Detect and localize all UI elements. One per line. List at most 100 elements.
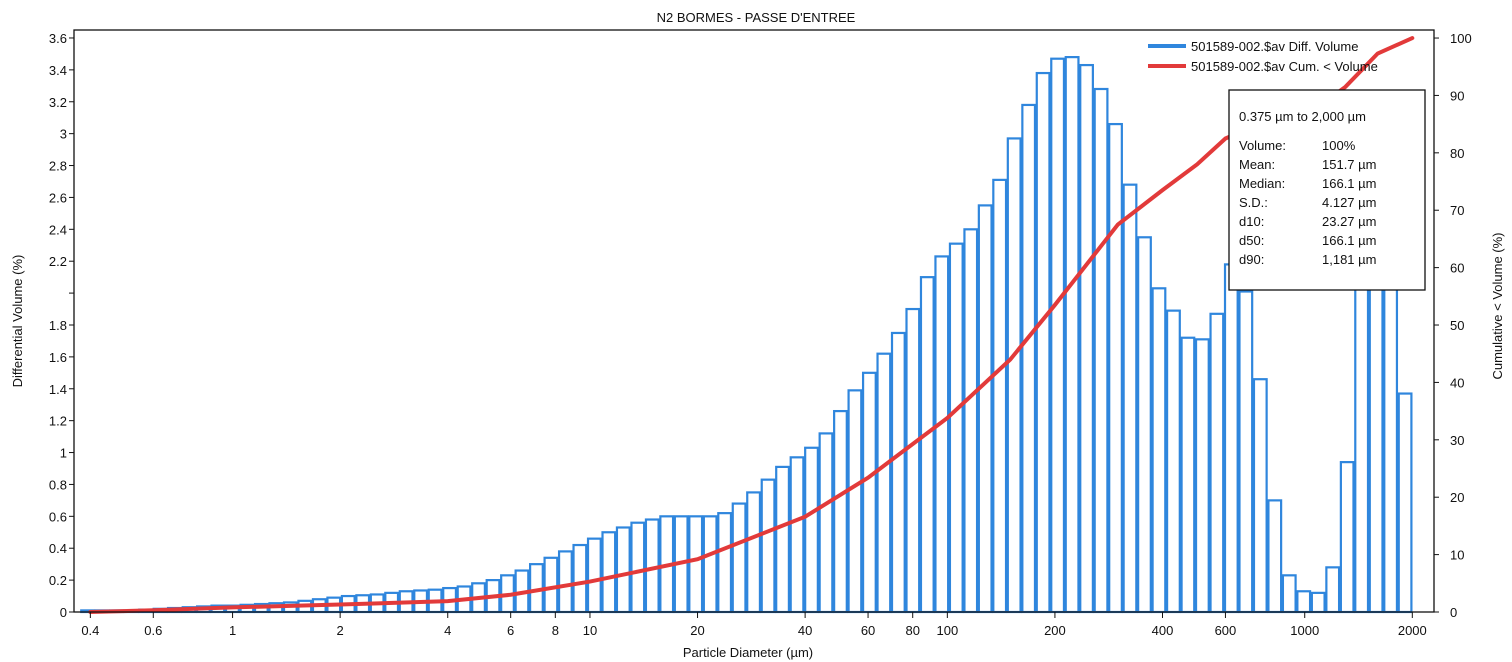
legend-label-diff-volume: 501589-002.$av Diff. Volume (1191, 39, 1358, 54)
y-tick-label: 3 (60, 127, 67, 142)
diff-volume-bar (1252, 378, 1268, 614)
stats-d10-label: d10: (1239, 214, 1264, 229)
x-tick-label: 200 (1044, 623, 1066, 638)
diff-volume-bar (1354, 282, 1370, 614)
diff-volume-bar (977, 204, 993, 614)
chart-title: N2 BORMES - PASSE D'ENTREE (657, 10, 856, 25)
diff-volume-bar (1325, 566, 1341, 614)
diff-volume-bar (992, 178, 1008, 614)
diff-volume-bar (847, 389, 863, 614)
y-tick-label: 2.4 (49, 222, 67, 237)
y2-axis-label: Cumulative < Volume (%) (1490, 232, 1505, 379)
diff-volume-bar (1383, 260, 1399, 614)
diff-volume-bar (543, 556, 559, 614)
y-tick-label: 3.2 (49, 95, 67, 110)
diff-volume-bar (934, 255, 950, 614)
stats-d50-value: 166.1 µm (1322, 233, 1376, 248)
y-tick-label: 1.6 (49, 350, 67, 365)
stats-d90-label: d90: (1239, 252, 1264, 267)
diff-volume-bar (1223, 263, 1239, 614)
stats-volume-label: Volume: (1239, 138, 1286, 153)
y-tick-label: 0.2 (49, 573, 67, 588)
x-tick-label: 1000 (1290, 623, 1319, 638)
diff-volume-bar (919, 276, 935, 614)
x-tick-label: 600 (1215, 623, 1237, 638)
y2-tick-label: 40 (1450, 375, 1464, 390)
x-tick-label: 2 (337, 623, 344, 638)
stats-volume-value: 100% (1322, 138, 1356, 153)
stats-d50-label: d50: (1239, 233, 1264, 248)
x-tick-label: 40 (798, 623, 812, 638)
diff-volume-bar (1108, 122, 1123, 614)
x-axis: 0.4 0.6 1 2 4 6 8 10 20 40 60 80 100 200 400 600 1000 200… (81, 612, 1427, 638)
x-axis-label: Particle Diameter (µm) (683, 645, 813, 660)
diff-volume-bar (876, 352, 892, 614)
diff-volume-bar (572, 543, 588, 614)
diff-volume-bar (1151, 287, 1167, 614)
stats-box-frame (1228, 89, 1426, 291)
diff-volume-bar (1064, 56, 1080, 614)
stats-median-value: 166.1 µm (1322, 176, 1376, 191)
diff-volume-bar (1093, 87, 1109, 614)
diff-volume-bar (1079, 63, 1094, 614)
x-tick-label: 60 (861, 623, 875, 638)
diff-volume-bar (746, 491, 762, 614)
x-tick-label: 1 (229, 623, 236, 638)
diff-volume-bar (948, 242, 964, 614)
y-tick-label: 1.8 (49, 318, 67, 333)
y-tick-label: 2.2 (49, 254, 67, 269)
diff-volume-bar (717, 512, 733, 614)
diff-volume-bar (557, 550, 573, 614)
diff-volume-bar (1238, 290, 1254, 614)
diff-volume-bar (818, 432, 834, 614)
x-tick-label: 80 (905, 623, 919, 638)
diff-volume-bar (1397, 392, 1413, 614)
y2-tick-label: 10 (1450, 548, 1464, 563)
y2-tick-label: 0 (1450, 605, 1457, 620)
diff-volume-bar (890, 331, 906, 614)
y-tick-label: 0.8 (49, 477, 67, 492)
stats-mean-label: Mean: (1239, 157, 1275, 172)
y-tick-label: 2.6 (49, 190, 67, 205)
y-tick-label: 1 (60, 446, 67, 461)
diff-volume-bar (1194, 338, 1210, 614)
y-axis-label: Differential Volume (%) (10, 255, 25, 388)
stats-box: 0.375 µm to 2,000 µm Volume: 100% Mean: … (1228, 89, 1426, 291)
stats-median-label: Median: (1239, 176, 1285, 191)
legend-label-cum-volume: 501589-002.$av Cum. < Volume (1191, 59, 1378, 74)
stats-mean-value: 151.7 µm (1322, 157, 1376, 172)
y2-tick-label: 70 (1450, 203, 1464, 218)
x-tick-label: 400 (1152, 623, 1174, 638)
diff-volume-bar (688, 515, 704, 614)
x-tick-label: 100 (936, 623, 958, 638)
y2-tick-label: 50 (1450, 318, 1464, 333)
y2-tick-label: 20 (1450, 490, 1464, 505)
y-tick-label: 1.2 (49, 414, 67, 429)
diff-volume-bar (789, 456, 805, 614)
y2-tick-label: 30 (1450, 433, 1464, 448)
x-tick-label: 0.6 (144, 623, 162, 638)
diff-volume-bar (630, 521, 646, 614)
diff-volume-bar (1296, 590, 1312, 614)
diff-volume-bar (1006, 137, 1022, 614)
diff-volume-bar (804, 446, 819, 614)
diff-volume-bar (1050, 57, 1066, 614)
diff-volume-bar (1165, 309, 1181, 614)
diff-volume-bar (1310, 591, 1326, 614)
diff-volume-bar (833, 409, 848, 614)
bars-group (80, 56, 1413, 614)
diff-volume-bar (1281, 574, 1297, 614)
diff-volume-bar (601, 531, 617, 614)
y-tick-label: 3.6 (49, 31, 67, 46)
y2-tick-label: 80 (1450, 146, 1464, 161)
legend: 501589-002.$av Diff. Volume 501589-002.$… (1148, 39, 1378, 74)
diff-volume-bar (1180, 336, 1196, 614)
y2-tick-label: 60 (1450, 261, 1464, 276)
diff-volume-bar (615, 526, 631, 614)
diff-volume-bar (731, 502, 747, 614)
diff-volume-bar (1209, 312, 1225, 614)
diff-volume-bar (1021, 103, 1037, 614)
y-tick-label: 1.4 (49, 382, 67, 397)
diff-volume-bar (1122, 183, 1138, 614)
diff-volume-bar (1035, 71, 1051, 614)
